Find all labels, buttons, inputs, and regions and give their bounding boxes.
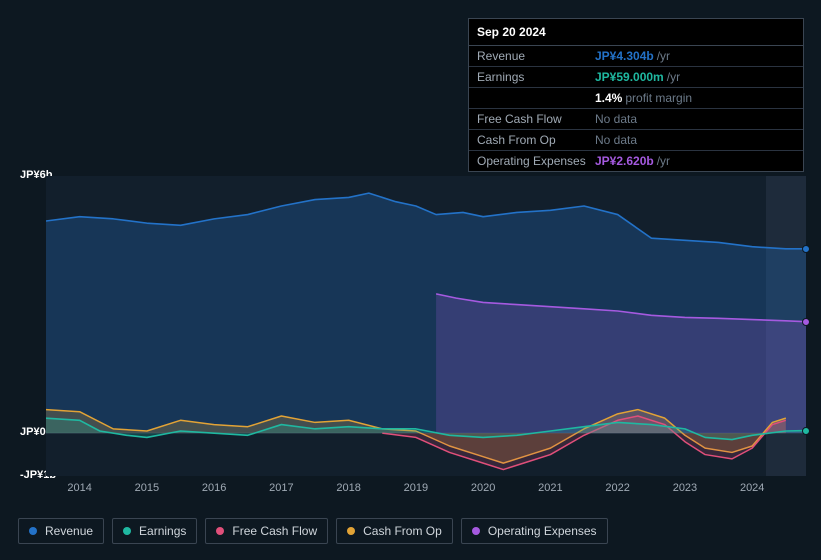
x-tick-label: 2024 <box>740 482 764 494</box>
tooltip-value: No data <box>595 112 795 126</box>
tooltip-row: Free Cash FlowNo data <box>469 109 803 130</box>
tooltip-value: JP¥59.000m/yr <box>595 70 795 84</box>
tooltip-value: 1.4%profit margin <box>595 91 795 105</box>
tooltip-value: JP¥4.304b/yr <box>595 49 795 63</box>
chart-tooltip: Sep 20 2024 RevenueJP¥4.304b/yrEarningsJ… <box>468 18 804 172</box>
legend-swatch <box>472 527 480 535</box>
x-tick-label: 2021 <box>538 482 562 494</box>
chart-legend: Revenue Earnings Free Cash Flow Cash From O… <box>18 518 608 544</box>
tooltip-date: Sep 20 2024 <box>469 19 803 46</box>
x-axis-labels: 2014 2015 2016 2017 2018 2019 2020 2021 2022 2023… <box>16 482 806 502</box>
series-end-dot <box>802 245 810 253</box>
chart-svg <box>46 176 806 476</box>
tooltip-label: Cash From Op <box>477 133 595 147</box>
legend-item[interactable]: Revenue <box>18 518 104 544</box>
legend-swatch <box>347 527 355 535</box>
legend-label: Revenue <box>45 524 93 538</box>
legend-label: Cash From Op <box>363 524 442 538</box>
legend-swatch <box>123 527 131 535</box>
legend-item[interactable]: Free Cash Flow <box>205 518 328 544</box>
legend-item[interactable]: Cash From Op <box>336 518 453 544</box>
x-tick-label: 2020 <box>471 482 495 494</box>
x-tick-label: 2015 <box>135 482 159 494</box>
tooltip-value: No data <box>595 133 795 147</box>
x-tick-label: 2019 <box>404 482 428 494</box>
tooltip-row: EarningsJP¥59.000m/yr <box>469 67 803 88</box>
series-end-dot <box>802 427 810 435</box>
x-tick-label: 2014 <box>67 482 91 494</box>
tooltip-row: 1.4%profit margin <box>469 88 803 109</box>
financial-chart[interactable]: JP¥6bJP¥0-JP¥1b <box>16 158 806 496</box>
x-tick-label: 2023 <box>673 482 697 494</box>
legend-swatch <box>216 527 224 535</box>
legend-item[interactable]: Earnings <box>112 518 197 544</box>
x-tick-label: 2018 <box>336 482 360 494</box>
legend-item[interactable]: Operating Expenses <box>461 518 608 544</box>
legend-swatch <box>29 527 37 535</box>
tooltip-row: Cash From OpNo data <box>469 130 803 151</box>
chart-plot-area[interactable] <box>46 176 806 476</box>
x-tick-label: 2016 <box>202 482 226 494</box>
series-end-dot <box>802 318 810 326</box>
x-tick-label: 2017 <box>269 482 293 494</box>
tooltip-label <box>477 91 595 105</box>
legend-label: Operating Expenses <box>488 524 597 538</box>
tooltip-label: Revenue <box>477 49 595 63</box>
tooltip-label: Earnings <box>477 70 595 84</box>
tooltip-label: Free Cash Flow <box>477 112 595 126</box>
x-tick-label: 2022 <box>605 482 629 494</box>
tooltip-rows: RevenueJP¥4.304b/yrEarningsJP¥59.000m/yr… <box>469 46 803 171</box>
legend-label: Free Cash Flow <box>232 524 317 538</box>
legend-label: Earnings <box>139 524 186 538</box>
tooltip-row: RevenueJP¥4.304b/yr <box>469 46 803 67</box>
y-tick-label: JP¥0 <box>20 426 46 438</box>
